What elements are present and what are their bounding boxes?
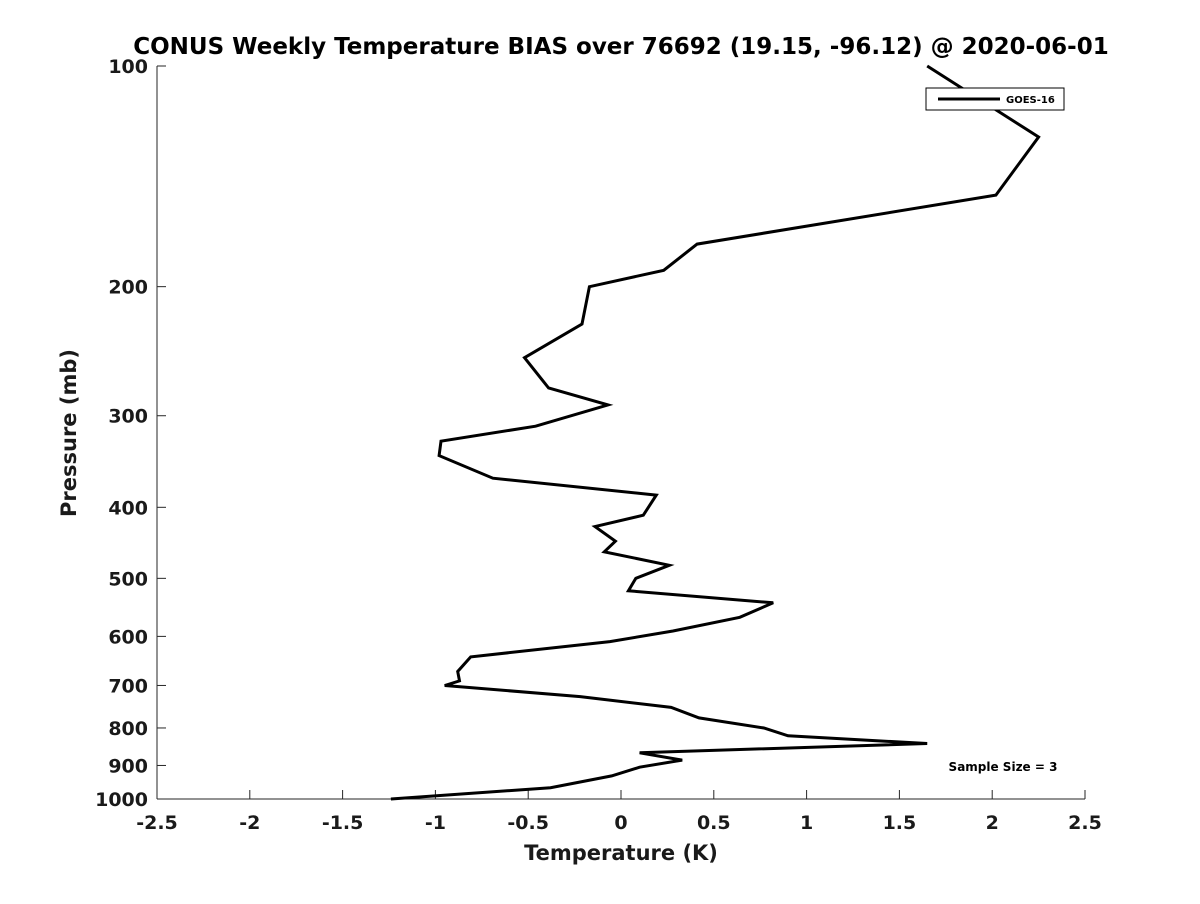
legend-label-goes-16: GOES-16 xyxy=(1006,95,1055,106)
plot-area: -2.5 -2 -1.5 -1 -0.5 0 0.5 1 1.5 2 2.5 100 200 300 400… xyxy=(95,56,1102,834)
y-tick-label: 300 xyxy=(108,406,148,428)
y-tick-label: 600 xyxy=(108,626,148,648)
x-tick-label: -1.5 xyxy=(322,812,364,834)
x-tick-label: 0 xyxy=(614,812,627,834)
legend: GOES-16 xyxy=(925,87,1065,111)
x-axis-label: Temperature (K) xyxy=(524,841,718,865)
y-tick-label: 200 xyxy=(108,277,148,299)
x-tick-label: -0.5 xyxy=(507,812,549,834)
y-tick-label: 500 xyxy=(108,568,148,590)
x-tick-label: 2 xyxy=(986,812,999,834)
y-axis-label: Pressure (mb) xyxy=(57,349,81,517)
y-tick-label: 400 xyxy=(108,497,148,519)
x-tick-label: 1.5 xyxy=(883,812,917,834)
series-line-goes-16 xyxy=(390,64,1041,801)
x-tick-label: -2 xyxy=(239,812,260,834)
x-tick-label: 1 xyxy=(800,812,813,834)
chart-title: CONUS Weekly Temperature BIAS over 76692… xyxy=(133,34,1108,60)
sample-size-annotation: Sample Size = 3 xyxy=(949,760,1058,774)
y-tick-label: 700 xyxy=(108,675,148,697)
x-tick-label: -1 xyxy=(425,812,446,834)
y-tick-label: 100 xyxy=(108,56,148,78)
x-tick-label: 2.5 xyxy=(1068,812,1102,834)
y-tick-label: 900 xyxy=(108,755,148,777)
x-tick-label: 0.5 xyxy=(697,812,731,834)
y-tick-label: 800 xyxy=(108,718,148,740)
x-tick-label: -2.5 xyxy=(136,812,178,834)
y-tick-label: 1000 xyxy=(95,789,148,811)
